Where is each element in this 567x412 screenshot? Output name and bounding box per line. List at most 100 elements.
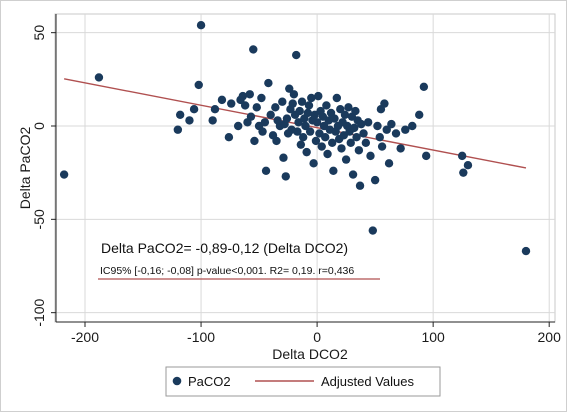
data-point <box>288 99 297 108</box>
y-tick-label: 50 <box>31 25 47 41</box>
legend-points-label: PaCO2 <box>188 374 231 389</box>
data-point <box>382 125 391 134</box>
data-point <box>311 136 321 146</box>
data-point <box>384 159 394 168</box>
data-point <box>357 119 366 129</box>
y-tick-label: -50 <box>31 209 47 229</box>
y-axis-label: Delta PaCO2 <box>17 127 33 210</box>
data-point <box>309 159 318 168</box>
data-point <box>238 91 248 101</box>
data-point <box>196 21 206 30</box>
data-point <box>329 166 338 175</box>
data-point <box>354 146 364 155</box>
data-point <box>340 110 350 120</box>
data-point <box>314 91 323 101</box>
x-tick-label: 100 <box>421 329 445 345</box>
data-point <box>258 127 267 136</box>
data-point <box>59 170 69 179</box>
data-point <box>521 246 531 256</box>
data-point <box>250 136 259 146</box>
data-point <box>346 138 355 147</box>
data-point <box>278 97 287 106</box>
y-tick-label: -100 <box>31 298 47 326</box>
data-point <box>217 95 227 105</box>
x-axis-ticks: -200 -100 0 100 200 <box>71 322 561 345</box>
data-point <box>321 133 330 142</box>
data-point <box>289 90 299 99</box>
data-point <box>249 45 258 54</box>
x-tick-label: 200 <box>538 329 562 345</box>
data-point <box>240 101 250 110</box>
data-point <box>173 125 183 134</box>
regression-statistics: IC95% [-0,16; -0,08] p-value<0,001. R2= … <box>100 265 354 277</box>
data-points <box>59 21 531 256</box>
data-point <box>361 138 371 147</box>
data-point <box>332 93 342 103</box>
data-point <box>307 93 316 103</box>
data-point <box>303 108 313 118</box>
data-point <box>350 123 359 133</box>
data-point <box>94 73 104 82</box>
data-point <box>401 125 410 134</box>
data-point <box>348 170 358 179</box>
data-point <box>261 166 271 175</box>
data-point <box>279 153 288 162</box>
data-point <box>312 118 322 127</box>
data-point <box>252 103 261 112</box>
data-point <box>298 133 308 142</box>
data-point <box>377 142 387 151</box>
x-tick-label: -200 <box>71 329 99 345</box>
data-point <box>297 97 307 106</box>
legend-points-marker <box>172 376 182 386</box>
x-tick-label: -100 <box>187 329 215 345</box>
data-point <box>330 114 339 123</box>
legend-line-label: Adjusted Values <box>321 374 414 389</box>
data-point <box>337 144 346 153</box>
data-point <box>380 99 389 108</box>
data-point <box>421 151 431 161</box>
data-point <box>366 151 375 161</box>
data-point <box>295 106 304 116</box>
data-point <box>185 116 194 125</box>
data-point <box>368 226 378 235</box>
data-point <box>194 80 203 90</box>
data-point <box>336 105 345 114</box>
data-point <box>272 136 281 146</box>
data-point <box>296 140 306 149</box>
data-point <box>408 121 417 131</box>
data-point <box>387 119 396 129</box>
data-point <box>323 149 332 159</box>
data-point <box>210 105 220 114</box>
data-point <box>246 112 256 121</box>
data-point <box>257 93 266 103</box>
data-point <box>271 103 280 112</box>
data-point <box>341 155 351 164</box>
data-point <box>459 168 468 177</box>
data-point <box>260 118 270 127</box>
data-point <box>419 82 429 92</box>
x-axis-label: Delta DCO2 <box>272 346 348 362</box>
data-point <box>305 127 315 136</box>
data-point <box>233 121 243 131</box>
x-tick-label: 0 <box>313 329 321 345</box>
data-point <box>285 84 294 93</box>
data-point <box>375 133 384 142</box>
data-point <box>322 101 331 110</box>
data-point <box>344 103 353 112</box>
data-point <box>391 129 401 138</box>
data-point <box>208 116 217 125</box>
regression-equation: Delta PaCO2= -0,89-0,12 (Delta DCO2) <box>101 240 348 256</box>
data-point <box>175 110 185 120</box>
y-axis-ticks: 50 0 -50 -100 <box>31 25 56 327</box>
data-point <box>292 50 301 60</box>
data-point <box>266 110 275 120</box>
data-point <box>396 144 405 153</box>
data-point <box>264 78 273 88</box>
data-point <box>370 175 380 185</box>
data-point <box>373 121 382 131</box>
data-point <box>351 106 360 116</box>
data-point <box>352 133 361 142</box>
data-point <box>327 138 337 147</box>
data-point <box>363 118 373 127</box>
